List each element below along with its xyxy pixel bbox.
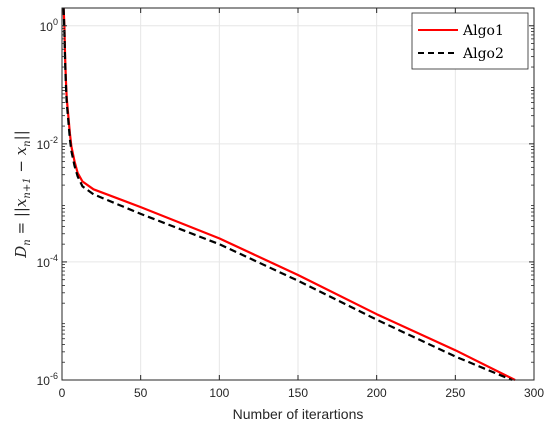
x-tick-label: 100 <box>209 386 229 400</box>
x-axis-label: Number of iterartions <box>233 406 364 422</box>
series-layer <box>62 7 516 382</box>
x-tick-label: 0 <box>59 386 66 400</box>
ylabel-x1-sub: n+1 <box>22 177 33 198</box>
x-tick-label: 300 <box>524 386 544 400</box>
ylabel-lhs-sub: n <box>22 239 33 245</box>
y-tick-label-exponent: -2 <box>50 135 58 145</box>
x-tick-label: 200 <box>367 386 387 400</box>
x-tick-label: 150 <box>288 386 308 400</box>
ylabel-x1: x <box>12 198 30 207</box>
y-tick-label-base: 10 <box>37 138 51 152</box>
ylabel-minus: − <box>12 155 30 177</box>
y-tick-label-exponent: 0 <box>53 17 58 27</box>
y-tick-label: 100 <box>40 17 58 34</box>
ylabel-x2-sub: n <box>22 140 33 146</box>
series-line-algo2 <box>62 7 513 382</box>
x-tick-label: 50 <box>134 386 148 400</box>
y-tick-label-base: 10 <box>37 374 51 388</box>
ylabel-close: || <box>12 130 30 140</box>
y-axis-label: Dn = ||xn+1 − xn|| <box>12 130 33 259</box>
legend-label-algo2: Algo2 <box>462 46 504 62</box>
ylabel-eq: = || <box>12 207 30 239</box>
x-tick-label: 250 <box>445 386 465 400</box>
y-tick-label-exponent: -6 <box>50 371 58 381</box>
ticks <box>61 7 535 381</box>
ylabel-x2: x <box>12 146 30 155</box>
legend: Algo1 Algo2 <box>411 12 529 70</box>
y-tick-label-base: 10 <box>40 20 54 34</box>
y-tick-label: 10-6 <box>37 371 58 388</box>
y-tick-label-base: 10 <box>37 256 51 270</box>
y-tick-label: 10-2 <box>37 135 58 152</box>
y-tick-label-exponent: -4 <box>50 253 58 263</box>
ylabel-lhs: D <box>12 246 30 259</box>
legend-label-algo1: Algo1 <box>462 23 504 39</box>
y-tick-label: 10-4 <box>37 253 58 270</box>
legend-box <box>411 12 529 70</box>
